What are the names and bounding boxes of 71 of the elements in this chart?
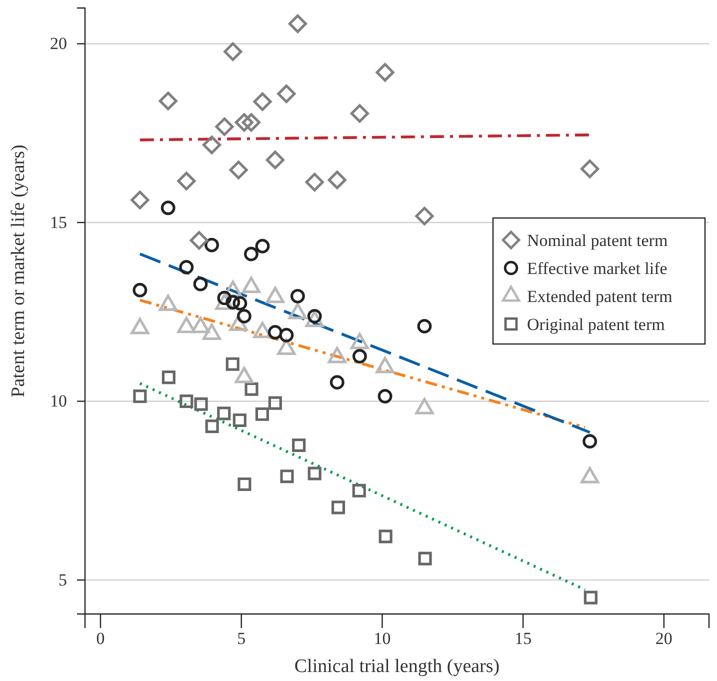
point <box>418 552 432 566</box>
point <box>255 407 269 421</box>
y-tick-label: 5 <box>58 570 67 590</box>
point <box>352 484 366 498</box>
point <box>330 375 344 390</box>
point <box>328 170 346 190</box>
point <box>277 84 296 104</box>
point <box>177 172 196 190</box>
x-axis-title: Clinical trial length (years) <box>294 656 500 677</box>
point <box>378 530 392 544</box>
point <box>268 396 282 410</box>
legend-label: Original patent term <box>527 315 665 334</box>
legend-label: Nominal patent term <box>527 231 668 250</box>
point <box>242 113 261 132</box>
point <box>292 438 306 452</box>
point <box>582 434 598 449</box>
point <box>279 328 294 342</box>
point <box>280 470 294 484</box>
x-tick-label: 5 <box>237 629 246 648</box>
point <box>226 357 240 371</box>
x-tick-label: 10 <box>374 629 391 648</box>
point <box>288 14 307 34</box>
point <box>194 397 208 411</box>
y-tick-label: 10 <box>50 392 67 411</box>
point <box>238 477 252 491</box>
point <box>130 190 150 210</box>
point <box>226 295 240 310</box>
point <box>232 413 246 427</box>
legend-label: Extended patent term <box>527 287 672 306</box>
point <box>290 288 305 304</box>
point <box>417 318 432 334</box>
point <box>331 500 346 514</box>
point <box>352 349 367 364</box>
point <box>158 92 178 110</box>
point <box>193 276 208 292</box>
point <box>376 63 394 82</box>
point <box>217 406 231 420</box>
x-tick-label: 0 <box>96 629 105 648</box>
point <box>215 117 234 136</box>
point <box>244 382 258 396</box>
point <box>229 160 248 180</box>
point <box>162 370 176 384</box>
legend-label: Effective market life <box>527 259 668 278</box>
y-tick-label: 20 <box>50 34 67 54</box>
point <box>305 172 324 192</box>
point <box>160 200 176 216</box>
point <box>244 246 258 262</box>
x-tick-label: 20 <box>655 629 672 648</box>
point <box>232 296 248 311</box>
point <box>266 150 284 170</box>
point <box>133 389 147 404</box>
point <box>253 92 272 111</box>
point <box>205 420 219 434</box>
point <box>132 282 148 298</box>
point <box>180 394 194 408</box>
point <box>268 325 282 340</box>
point <box>255 238 270 254</box>
point <box>179 260 194 274</box>
point <box>190 231 208 250</box>
x-tick-label: 15 <box>514 629 532 648</box>
y-tick-label: 15 <box>50 212 67 232</box>
point <box>584 590 598 604</box>
point <box>308 466 322 480</box>
point <box>350 104 369 123</box>
point <box>234 113 254 132</box>
y-axis-title: Patent term or market life (years) <box>8 144 29 398</box>
point <box>580 160 600 178</box>
point <box>202 136 222 154</box>
point <box>224 42 242 61</box>
point <box>415 206 434 226</box>
point <box>378 389 392 404</box>
